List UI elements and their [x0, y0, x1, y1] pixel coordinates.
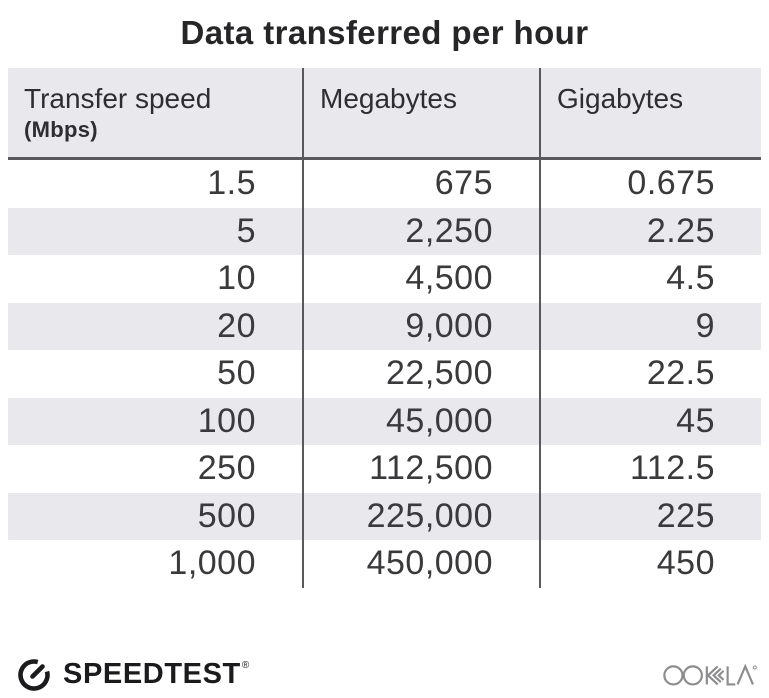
- cell-gigabytes: 9: [539, 302, 761, 350]
- cell-speed: 500: [197, 496, 256, 535]
- cell-megabytes: 675: [302, 160, 539, 208]
- cell-megabytes: 45,000: [302, 397, 539, 445]
- header-transfer-speed: Transfer speed (Mbps): [8, 68, 302, 157]
- registered-trademark-icon: ®: [241, 659, 250, 671]
- cell-speed: 1,000: [168, 544, 256, 583]
- cell-speed: 250: [197, 449, 256, 488]
- table-row: 1,000 450,000 450: [8, 540, 761, 588]
- table-row: 20 9,000 9: [8, 302, 761, 350]
- cell-gigabytes: 450: [539, 540, 761, 588]
- cell-gigabytes: 4.5: [539, 255, 761, 303]
- table-row: 100 45,000 45: [8, 397, 761, 445]
- table-row: 250 112,500 112.5: [8, 445, 761, 493]
- ookla-wordmark-icon: [663, 663, 757, 686]
- cell-gigabytes: 45: [539, 397, 761, 445]
- cell-gigabytes: 112.5: [539, 445, 761, 493]
- header-transfer-speed-label: Transfer speed: [24, 83, 212, 114]
- speedtest-wordmark: SPEEDTEST: [63, 657, 241, 690]
- cell-megabytes: 225,000: [302, 492, 539, 540]
- ookla-logo: OOKLA: [663, 660, 757, 689]
- table-header-row: Transfer speed (Mbps) Megabytes Gigabyte…: [8, 68, 761, 160]
- header-gigabytes: Gigabytes: [539, 68, 761, 157]
- speedtest-gauge-icon: [18, 659, 50, 691]
- cell-speed: 1.5: [207, 164, 256, 203]
- table-row: 5 2,250 2.25: [8, 207, 761, 255]
- cell-speed: 10: [217, 259, 256, 298]
- footer: SPEEDTEST ® OOKLA: [14, 651, 757, 697]
- page-title: Data transferred per hour: [180, 14, 589, 51]
- cell-megabytes: 4,500: [302, 255, 539, 303]
- cell-megabytes: 22,500: [302, 350, 539, 398]
- cell-megabytes: 9,000: [302, 302, 539, 350]
- cell-speed: 50: [217, 354, 256, 393]
- header-transfer-speed-unit: (Mbps): [24, 117, 98, 142]
- cell-gigabytes: 0.675: [539, 160, 761, 208]
- cell-megabytes: 2,250: [302, 207, 539, 255]
- cell-speed: 20: [217, 306, 256, 345]
- table-row: 50 22,500 22.5: [8, 350, 761, 398]
- cell-megabytes: 112,500: [302, 445, 539, 493]
- data-table: Transfer speed (Mbps) Megabytes Gigabyte…: [8, 68, 761, 588]
- table-row: 500 225,000 225: [8, 492, 761, 540]
- table-row: 1.5 675 0.675: [8, 160, 761, 208]
- cell-gigabytes: 2.25: [539, 207, 761, 255]
- cell-megabytes: 450,000: [302, 540, 539, 588]
- cell-gigabytes: 22.5: [539, 350, 761, 398]
- header-megabytes: Megabytes: [302, 68, 539, 157]
- cell-gigabytes: 225: [539, 492, 761, 540]
- speedtest-logo: SPEEDTEST ®: [14, 654, 250, 694]
- table-row: 10 4,500 4.5: [8, 255, 761, 303]
- cell-speed: 5: [236, 211, 256, 250]
- cell-speed: 100: [197, 401, 256, 440]
